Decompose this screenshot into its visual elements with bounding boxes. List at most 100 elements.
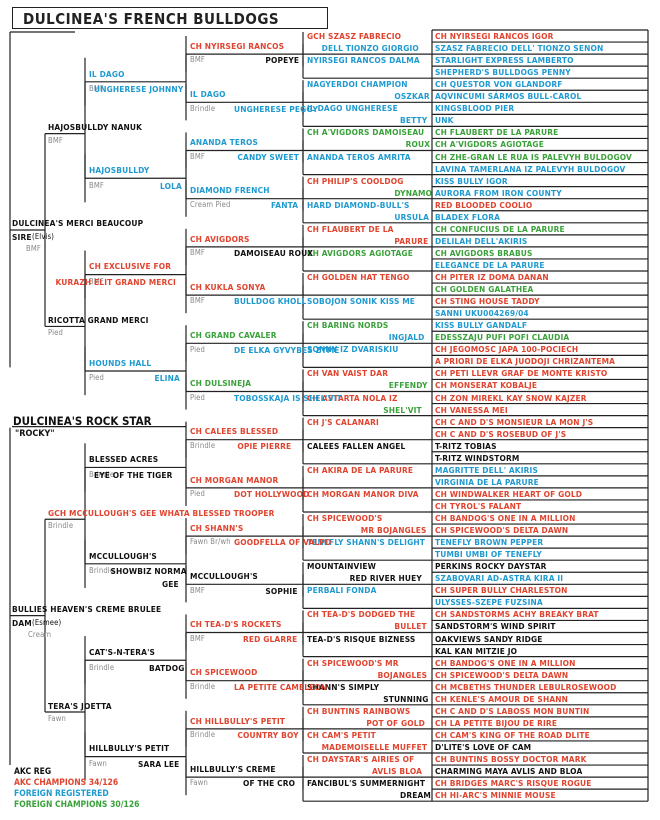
gen6-ancestor: A PRIORI DE ELKA JUODOJI CHRIZANTEMA [435,356,616,367]
section-nickname: "ROCKY" [15,428,55,439]
gen5-ancestor-line2: MADEMOISELLE MUFFET [321,741,428,752]
gen3-ancestor: IL DAGO [89,68,125,79]
gen5-ancestor-line2: BOJANGLES [377,669,428,680]
gen5-ancestor: IL DAGO UNGHERESE [307,103,398,114]
gen4-color: Pied [190,344,205,354]
gen2-sire-color: BMF [48,135,63,145]
gen3-color: BMF [89,180,104,190]
gen6-ancestor: SANDSTORM'S WIND SPIRIT [435,621,556,632]
gen3-color: BMF [89,84,104,94]
gen4-ancestor: CH MORGAN MANOR [190,474,279,485]
gen6-ancestor: CH MONSERAT KOBALJE [435,380,538,391]
gen6-ancestor: KAL KAN MITZIE JO [435,645,518,656]
gen5-ancestor-line2: STUNNING [383,693,429,704]
gen5-ancestor: CH J'S CALANARI [307,416,379,427]
gen6-ancestor: CH MCBETHS THUNDER LEBULROSEWOOD [435,681,617,692]
gen6-ancestor: SZASZ FABRECIO DELL' TIONZO SENON [435,43,604,54]
gen6-ancestor: CH BRIDGES MARC'S RISQUE ROGUE [435,778,592,789]
gen3-ancestor-line2: UNGHERESE JOHNNY [94,84,184,95]
gen5-ancestor: CH TEA-D'S DODGED THE [307,609,416,620]
gen6-ancestor: TENEFLY BROWN PEPPER [435,537,544,548]
gen4-ancestor-line2: BULLDOG KHOLL [234,296,307,307]
gen6-ancestor: AQVINCUMI SÁRMOS BULL-CAROL [435,91,582,102]
gen6-ancestor: MAGRITTE DELL' AKIRIS [435,464,539,475]
gen6-ancestor: T-RITZ TOBIAS [435,440,497,451]
gen2-dam-color: Fawn [48,714,66,724]
gen4-ancestor-line2: CANDY SWEET [237,151,300,162]
gen6-ancestor: T-RITZ WINDSTORM [435,452,520,463]
gen6-ancestor: D'LITE'S LOVE OF CAM [435,741,532,752]
gen6-ancestor: SHEPHERD'S BULLDOGS PENNY [435,67,571,78]
gen5-ancestor-line2: INGJALD [388,332,425,343]
gen2-sire: GCH MCCULLOUGH'S GEE WHATA BLESSED TROOP… [48,507,275,518]
gen2-dam: TERA'S JOETTA [48,700,112,711]
gen4-color: Pied [190,392,205,402]
gen6-ancestor: CH LA PETITE BIJOU DE RIRE [435,717,558,728]
gen3-ancestor: MCCULLOUGH'S [89,550,157,561]
gen3-color: Brindle [89,469,115,479]
gen4-ancestor-line2: GOODFELLA OF VALPO [234,537,332,548]
gen3-ancestor-line2: BATDOG [149,662,185,673]
gen6-ancestor: CH ZHE-GRAN LE RUA IS PALEVYH BULDOGOV [435,151,632,162]
gen4-ancestor: CH HILLBULLY'S PETIT [190,715,286,726]
gen5-ancestor-line2: OSZKAR [394,91,430,102]
gen5-ancestor: CH AKIRA DE LA PARURE [307,464,414,475]
gen6-ancestor: CH C AND D'S LABOSS MON BUNTIN [435,705,590,716]
gen4-color: Fawn [190,778,208,788]
gen5-ancestor: CH A'VIGDORS DAMOISEAU [307,127,425,138]
gen5-ancestor: SHANN'S SIMPLY [307,681,380,692]
gen3-color: Fawn [89,759,107,769]
gen5-ancestor: ANANDA TEROS AMRITA [307,151,411,162]
gen4-ancestor: HILLBULLY'S CREME [190,763,276,774]
gen4-ancestor-line2: LA PETITE CAMELEON [234,681,328,692]
gen6-ancestor: CH JEGOMOSC JAPA 100-POCIECH [435,344,579,355]
gen6-ancestor: CH C AND D'S MONSIEUR LA MON J'S [435,416,594,427]
gen3-ancestor-line2: EYE OF THE TIGER [94,469,173,480]
gen6-ancestor: CH WINDWALKER HEART OF GOLD [435,488,583,499]
gen6-ancestor: TUMBI UMBI OF TENEFLY [435,549,542,560]
gen6-ancestor: CH PETI LLEVR GRAF DE MONTE KRISTO [435,368,608,379]
gen6-ancestor: ELEGANCE DE LA PARURE [435,259,545,270]
gen2-sire: HAJOSBULLDY NANUK [48,122,143,133]
gen6-ancestor: CH HI-ARC'S MINNIE MOUSE [435,790,556,801]
gen4-color: Brindle [190,681,216,691]
gen3-color: Pied [89,373,104,383]
gen5-ancestor: TENEFLY SHANN'S DELIGHT [307,537,426,548]
gen6-ancestor: RED BLOODED COOLIO [435,199,533,210]
gen3-color: Brindle [89,566,115,576]
gen4-ancestor: DIAMOND FRENCH [190,185,270,196]
gen4-color: Brindle [190,103,216,113]
gen5-ancestor: CH AVIGDORS AGIOTAGE [307,247,413,258]
gen6-ancestor: CH STING HOUSE TADDY [435,296,540,307]
gen6-ancestor: CH SPICEWOOD'S DELTA DAWN [435,525,569,536]
gen6-ancestor: CH TYROL'S FALANT [435,500,522,511]
gen3-ancestor-extra: GEE [162,579,179,590]
gen6-ancestor: ULYSSES-SZEPE FUZSINA [435,597,543,608]
gen4-ancestor-line2: UNGHERESE PEGGY [234,103,318,114]
legend-akc-champions: AKC CHAMPIONS 34/126 [14,778,119,788]
subject-color: Cream [28,629,52,639]
gen5-ancestor-line2: EFFENDY [388,380,428,391]
gen5-ancestor-line2: PARURE [394,235,429,246]
gen5-ancestor-line2: DYNAMO [394,187,433,198]
gen6-ancestor: CH KENLE'S AMOUR DE SHANN [435,693,569,704]
gen6-ancestor: CH BANDOG'S ONE IN A MILLION [435,513,576,523]
gen6-ancestor: KINGSBLOOD PIER [435,103,515,114]
gen3-ancestor: BLESSED ACRES [89,454,159,465]
gen3-ancestor: HOUNDS HALL [89,357,152,368]
gen4-color: Fawn Br/wh [190,537,231,547]
gen4-ancestor: CH SHANN'S [190,522,244,533]
gen4-ancestor-line2: SOPHIE [265,585,298,596]
gen3-ancestor-line2: KURAZH ELIT GRAND MERCI [55,277,176,288]
gen5-ancestor: HARD DIAMOND-BULL'S [307,199,410,210]
gen3-ancestor: CH EXCLUSIVE FOR [89,261,172,272]
gen5-ancestor: GCH SZASZ FABRECIO [307,31,402,41]
gen4-ancestor-line2: DOT HOLLYWOOD [234,489,310,500]
gen5-ancestor-line2: DELL TIONZO GIORGIO [321,43,419,54]
gen5-ancestor: CH BUNTINS RAINBOWS [307,705,411,716]
gen4-ancestor: CH AVIGDORS [190,233,250,244]
subject-name: DULCINEA'S MERCI BEAUCOUP [12,217,144,228]
gen5-ancestor: CH PHILIP'S COOLDOG [307,175,404,186]
